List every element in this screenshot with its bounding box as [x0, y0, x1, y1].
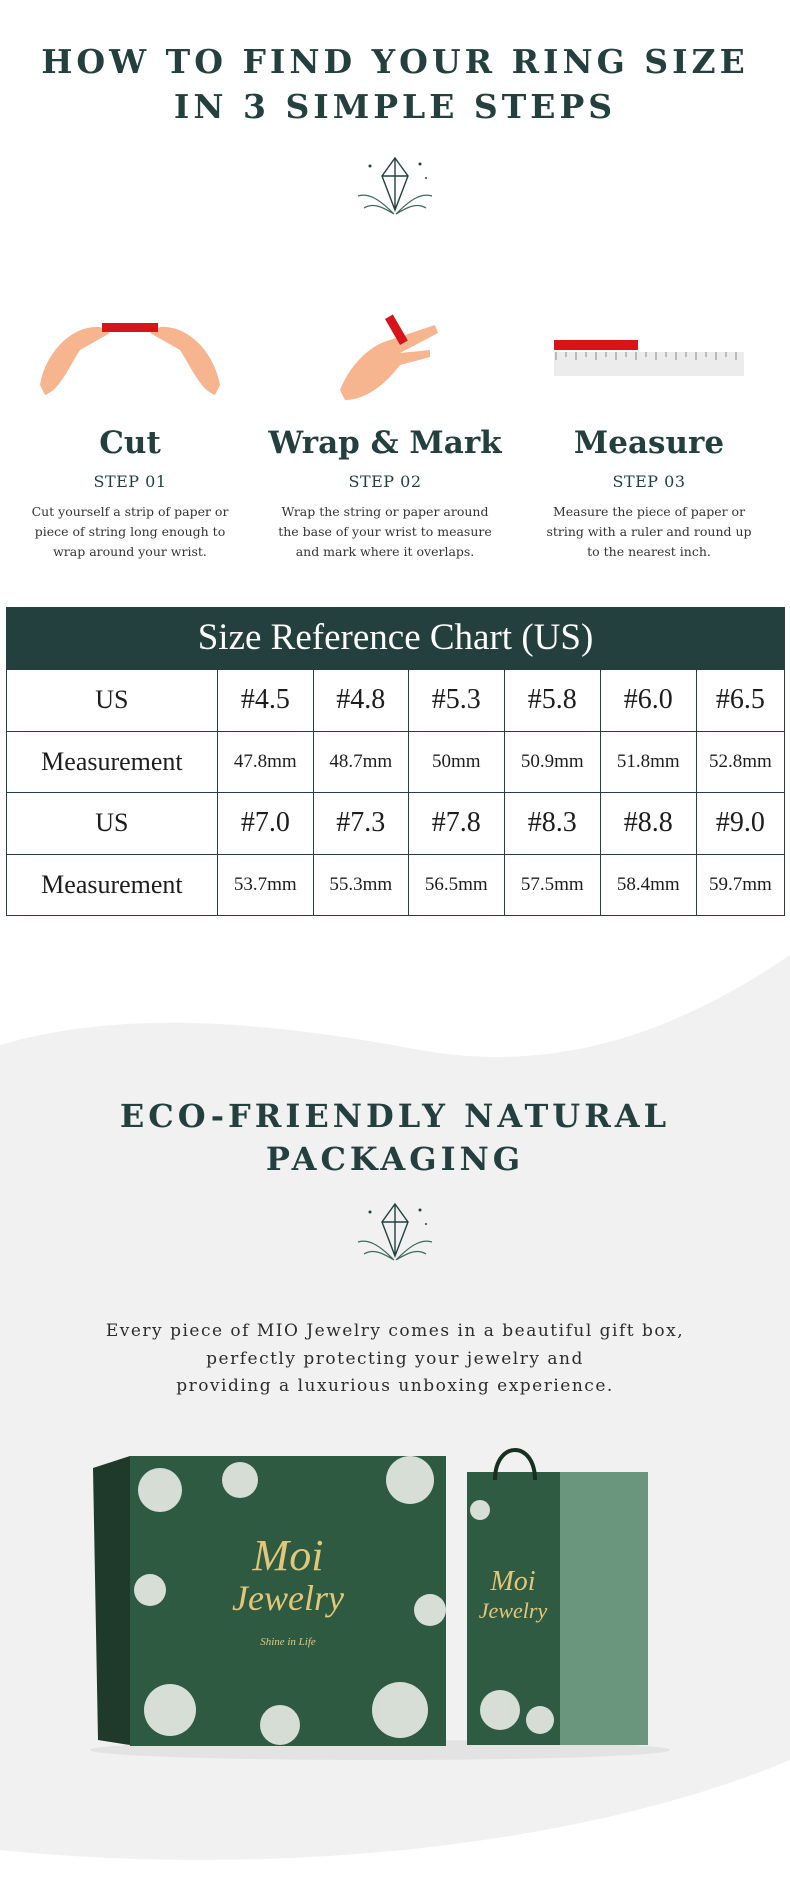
- size-cell: #4.8: [312, 669, 409, 732]
- packaging-text: Every piece of MIO Jewelry comes in a be…: [105, 1321, 685, 1341]
- step-text: Measure the piece of paper or: [552, 504, 746, 519]
- wrap-illustration: [340, 314, 438, 400]
- packaging-title-line: PACKAGING: [265, 1140, 525, 1178]
- step-text: piece of string long enough to: [34, 524, 226, 539]
- size-cell: #7.8: [407, 792, 505, 855]
- size-cell: #4.5: [216, 669, 314, 732]
- title-line: IN 3 SIMPLE STEPS: [173, 87, 617, 126]
- size-cell: #7.0: [216, 792, 314, 855]
- size-cell: 53.7mm: [216, 853, 314, 916]
- size-cell: 58.4mm: [599, 853, 697, 916]
- size-cell: 56.5mm: [407, 853, 505, 916]
- size-cell: #8.3: [503, 792, 601, 855]
- row-header: US: [6, 669, 218, 732]
- size-cell: #8.8: [599, 792, 697, 855]
- size-row: US #7.0 #7.3 #7.8 #8.3 #8.8 #9.0: [6, 792, 786, 855]
- bag-brand: Jewelry: [479, 1598, 548, 1623]
- step-text: string with a ruler and round up: [546, 524, 752, 539]
- packaging-text: perfectly protecting your jewelry and: [206, 1349, 584, 1369]
- bag-brand: Moi: [489, 1566, 535, 1597]
- size-row: US #4.5 #4.8 #5.3 #5.8 #6.0 #6.5: [6, 669, 786, 732]
- step-text: wrap around your wrist.: [53, 544, 207, 559]
- chart-title: Size Reference Chart (US): [6, 607, 785, 669]
- size-cell: 48.7mm: [312, 730, 409, 793]
- packaging-text: providing a luxurious unboxing experienc…: [176, 1376, 614, 1396]
- title-line: HOW TO FIND YOUR RING SIZE: [41, 42, 749, 81]
- step-text: Wrap the string or paper around: [281, 504, 489, 519]
- step-label: STEP 03: [612, 472, 686, 491]
- step-text: Cut yourself a strip of paper or: [31, 504, 229, 519]
- row-header: US: [6, 792, 218, 855]
- step-title: Cut: [99, 425, 161, 461]
- size-cell: 50.9mm: [503, 730, 601, 793]
- packaging-title-line: ECO-FRIENDLY NATURAL: [119, 1097, 671, 1135]
- size-cell: 57.5mm: [503, 853, 601, 916]
- box-tagline: Shine in Life: [260, 1636, 316, 1648]
- size-cell: 51.8mm: [599, 730, 697, 793]
- step-text: to the nearest inch.: [587, 544, 711, 559]
- step-text: the base of your wrist to measure: [278, 524, 492, 539]
- size-row: Measurement 53.7mm 55.3mm 56.5mm 57.5mm 58.4m…: [6, 853, 786, 916]
- box-brand: Moi: [252, 1531, 324, 1580]
- size-cell: #7.3: [312, 792, 409, 855]
- cut-illustration: [40, 323, 220, 395]
- size-cell: #5.8: [503, 669, 601, 732]
- size-cell: #5.3: [407, 669, 505, 732]
- emblem: [357, 156, 433, 215]
- step-title: Wrap & Mark: [268, 425, 502, 461]
- size-cell: #6.0: [599, 669, 697, 732]
- size-cell: 47.8mm: [216, 730, 314, 793]
- packaging-image: Moi Jewelry Shine in Life Moi Jewelry: [90, 1448, 670, 1760]
- step-title: Measure: [573, 425, 725, 461]
- size-cell: 55.3mm: [312, 853, 409, 916]
- emblem: [357, 1202, 433, 1261]
- step-label: STEP 01: [93, 472, 167, 491]
- size-row: Measurement 47.8mm 48.7mm 50mm 50.9mm 51.8mm 5…: [6, 730, 786, 793]
- step-label: STEP 02: [348, 472, 422, 491]
- size-table: US #4.5 #4.8 #5.3 #5.8 #6.0 #6.5 Measurement 47.…: [6, 669, 786, 916]
- size-cell: #9.0: [695, 792, 786, 855]
- size-cell: #6.5: [695, 669, 786, 732]
- size-cell: 52.8mm: [695, 730, 786, 793]
- measure-illustration: [554, 340, 744, 376]
- size-cell: 50mm: [407, 730, 505, 793]
- step-text: and mark where it overlaps.: [295, 544, 475, 559]
- box-brand: Jewelry: [232, 1578, 344, 1618]
- row-header: Measurement: [6, 853, 218, 916]
- size-cell: 59.7mm: [695, 853, 786, 916]
- row-header: Measurement: [6, 730, 218, 793]
